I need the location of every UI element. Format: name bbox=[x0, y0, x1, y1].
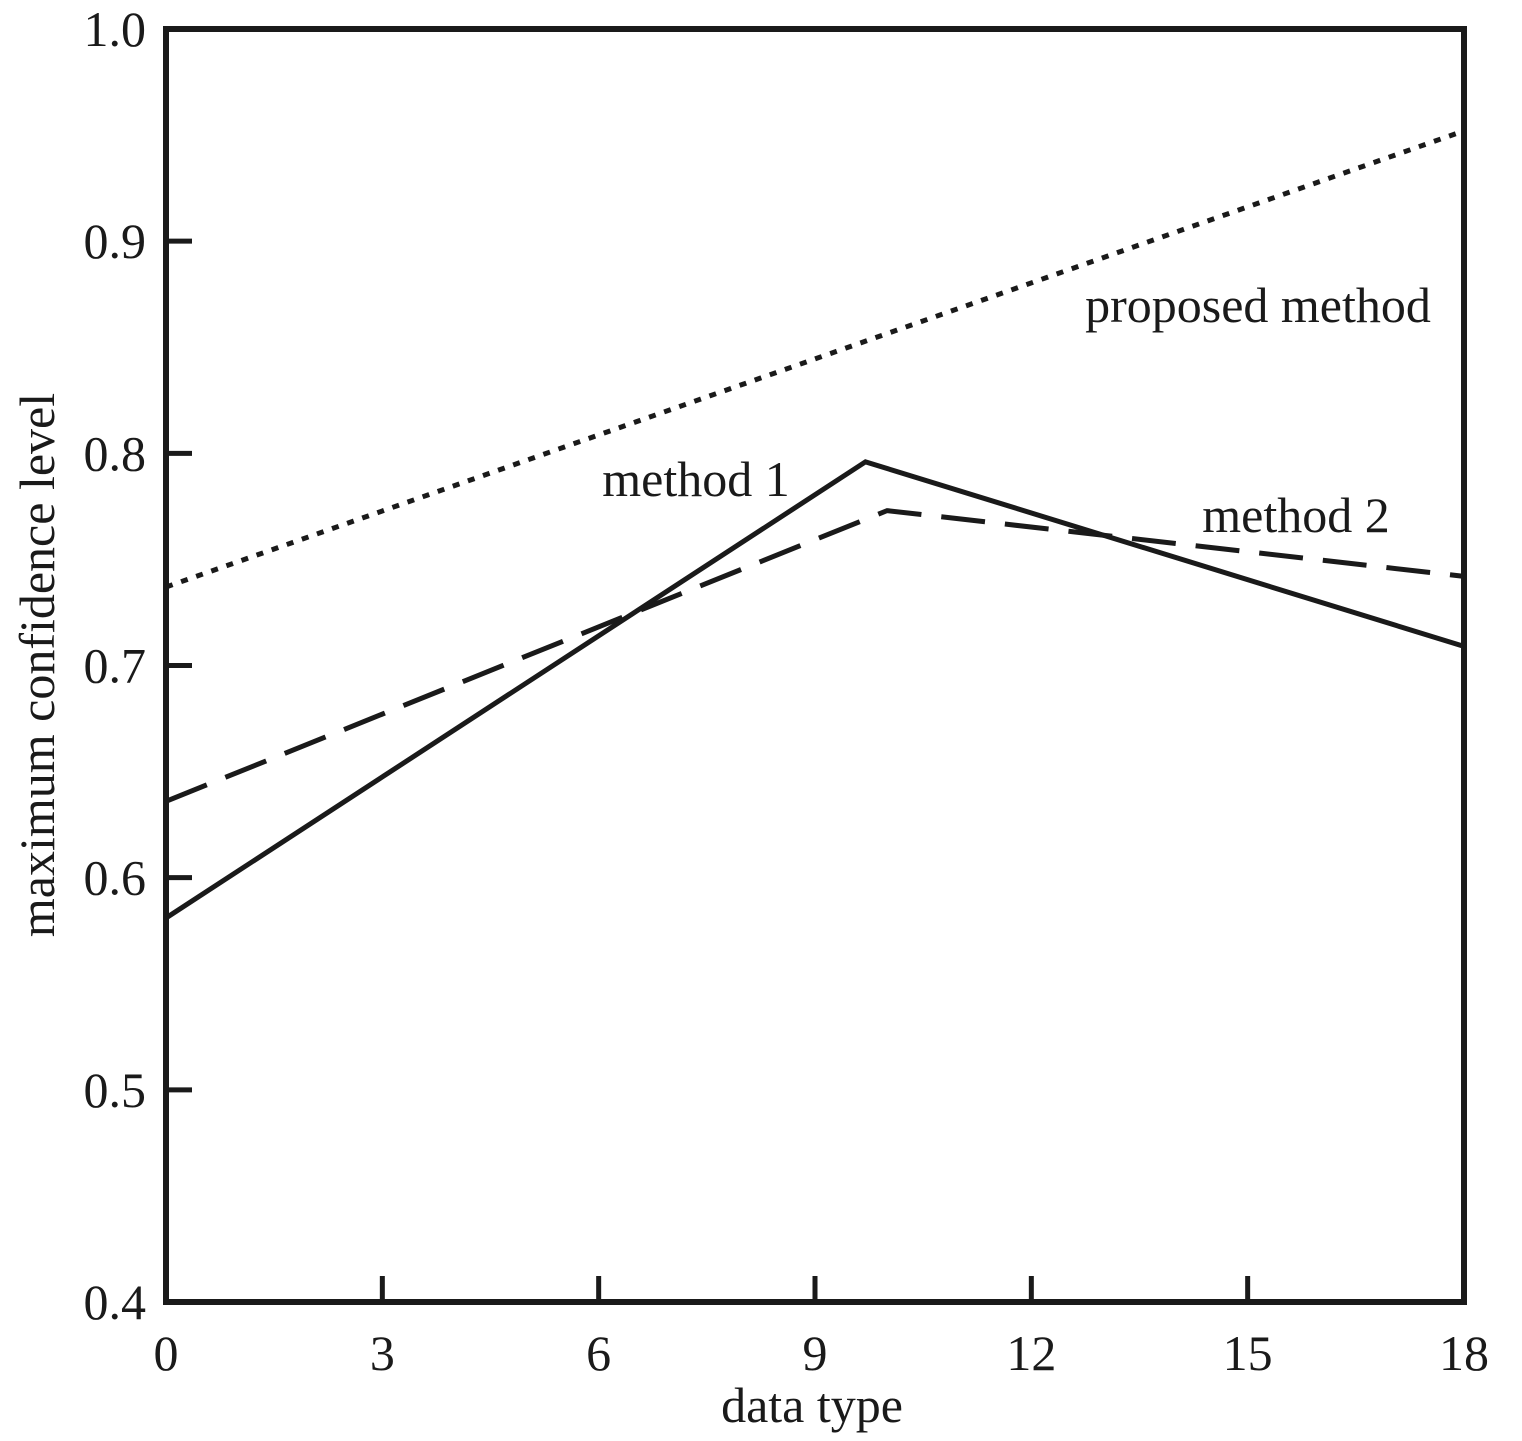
x-tick-label: 6 bbox=[586, 1325, 611, 1381]
x-tick-label: 0 bbox=[154, 1325, 179, 1381]
y-tick-label: 0.4 bbox=[84, 1274, 147, 1330]
series-label: proposed method bbox=[1085, 277, 1431, 333]
ticks-layer bbox=[166, 238, 1251, 1302]
y-axis-title: maximum confidence level bbox=[9, 393, 65, 937]
labels-layer: 0 3 6 9 12 15 18 0.4 0.5 0.6 0.7 0.8 0.9 1.0 proposed … bbox=[84, 1, 1490, 1381]
y-tick-label: 0.5 bbox=[84, 1062, 147, 1118]
x-tick-label: 9 bbox=[803, 1325, 828, 1381]
y-tick-label: 0.6 bbox=[84, 850, 147, 906]
x-tick-label: 3 bbox=[370, 1325, 395, 1381]
x-tick-label: 15 bbox=[1223, 1325, 1273, 1381]
plot-frame bbox=[163, 26, 1467, 1305]
series-label: method 2 bbox=[1202, 487, 1389, 543]
series-layer bbox=[164, 128, 1465, 921]
y-tick-label: 1.0 bbox=[84, 1, 147, 57]
series-line-method-1 bbox=[164, 459, 1465, 921]
series-label: method 1 bbox=[602, 451, 789, 507]
series-line-method-2 bbox=[165, 508, 1465, 804]
series-line-proposed-method bbox=[165, 128, 1465, 590]
y-tick-label: 0.9 bbox=[84, 213, 147, 269]
y-tick-label: 0.8 bbox=[84, 425, 147, 481]
y-tick-label: 0.7 bbox=[84, 638, 147, 694]
x-tick-label: 12 bbox=[1006, 1325, 1056, 1381]
x-tick-label: 18 bbox=[1439, 1325, 1489, 1381]
x-axis-title: data type bbox=[721, 1377, 903, 1433]
